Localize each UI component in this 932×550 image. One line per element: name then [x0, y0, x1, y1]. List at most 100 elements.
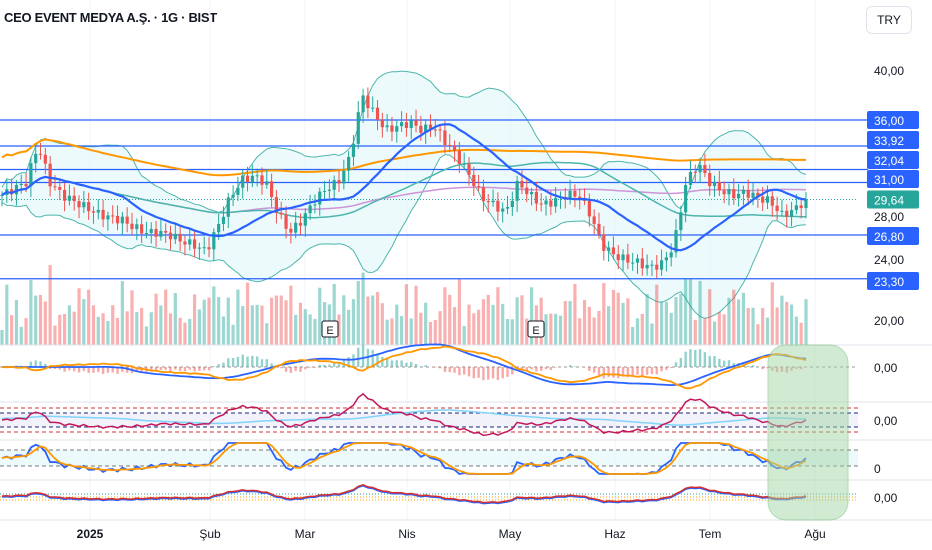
candle-body [303, 213, 307, 226]
candle-body [385, 125, 389, 128]
macd-histogram-bar [549, 367, 553, 371]
volume-bar [385, 319, 389, 345]
macd-histogram-bar [313, 367, 317, 368]
macd-histogram-bar [462, 367, 466, 375]
currency-button[interactable]: TRY [866, 6, 912, 34]
candle-body [698, 164, 702, 173]
candle-body [395, 126, 399, 132]
volume-bar [221, 316, 226, 345]
macd-histogram-bar [77, 367, 81, 373]
macd-histogram-bar [63, 367, 66, 372]
candle-body [472, 174, 476, 187]
candle-body [144, 233, 149, 235]
macd-histogram-bar [487, 367, 490, 380]
macd-histogram-bar [44, 363, 47, 367]
candle-body [265, 181, 269, 185]
volume-bar [342, 295, 346, 345]
candle-body [635, 258, 640, 263]
macd-histogram-bar [448, 367, 451, 373]
macd-histogram-bar [588, 367, 591, 371]
candle-body [645, 264, 649, 269]
volume-bar [582, 299, 587, 345]
macd-histogram-bar [284, 367, 288, 372]
volume-bar [178, 317, 182, 345]
macd-histogram-bar [631, 367, 634, 377]
volume-bar [19, 326, 23, 345]
volume-bar [375, 292, 380, 345]
macd-histogram-bar [125, 367, 129, 373]
volume-bar [303, 309, 307, 345]
earnings-label: E [326, 325, 333, 337]
volume-bar [592, 317, 596, 345]
candle-body [799, 205, 803, 209]
volume-bar [48, 265, 52, 345]
macd-histogram-bar [106, 367, 110, 373]
volume-bar [457, 279, 461, 345]
macd-histogram-bar [92, 367, 95, 373]
volume-bar [96, 316, 100, 345]
candle-body [428, 124, 433, 130]
macd-histogram-bar [419, 366, 423, 367]
candle-body [347, 156, 351, 171]
macd-histogram-bar [530, 367, 533, 370]
volume-bar [679, 293, 683, 345]
macd-histogram-bar [496, 367, 500, 380]
volume-bar [399, 316, 404, 345]
chart-title: CEO EVENT MEDYA A.Ş. · 1G · BIST [4, 10, 217, 25]
last-price-label: 29,64 [874, 194, 904, 208]
volume-bar [366, 296, 370, 345]
candle-body [679, 212, 683, 231]
macd-histogram-bar [607, 367, 610, 377]
candle-body [337, 180, 341, 184]
macd-histogram-bar [665, 367, 668, 370]
candle-body [120, 216, 124, 224]
macd-histogram-bar [617, 367, 620, 379]
volume-bar [631, 326, 635, 345]
candle-body [544, 200, 548, 205]
volume-bar [501, 303, 505, 345]
candle-body [212, 232, 216, 250]
candle-body [245, 175, 250, 183]
candle-body [72, 195, 76, 202]
macd-histogram-bar [289, 367, 293, 373]
volume-bar [717, 312, 721, 345]
volume-bar [616, 292, 620, 345]
candle-body [443, 130, 447, 145]
candle-body [322, 190, 327, 192]
candle-body [96, 209, 100, 213]
candle-body [467, 163, 471, 175]
candle-body [539, 203, 543, 205]
macd-histogram-bar [347, 357, 350, 367]
macd-histogram-bar [183, 367, 187, 372]
candle-body [115, 215, 120, 224]
candle-body [804, 199, 808, 209]
volume-bar [279, 295, 283, 345]
volume-bar [438, 311, 442, 345]
level-price-tag [867, 151, 919, 169]
volume-bar [708, 289, 712, 345]
volume-bar [452, 307, 457, 345]
volume-bar [568, 301, 572, 345]
macd-line [2, 343, 807, 387]
volume-bar [284, 300, 288, 345]
candle-body [501, 208, 505, 212]
macd-histogram-bar [371, 349, 374, 367]
macd-histogram-bar [467, 367, 471, 377]
candle-body [19, 183, 23, 185]
candle-body [236, 187, 240, 195]
candle-body [29, 163, 33, 187]
candle-body [173, 233, 177, 240]
macd-histogram-bar [203, 367, 206, 371]
volume-bar [313, 318, 317, 345]
bollinger-lower [1, 154, 807, 319]
candle-body [125, 216, 129, 224]
macd-histogram-bar [472, 367, 476, 379]
volume-bar [765, 317, 770, 345]
candle-body [433, 129, 437, 131]
candle-body [741, 189, 746, 194]
volume-bar [351, 299, 356, 345]
time-axis-label: Mar [295, 527, 316, 541]
volume-bar [164, 289, 168, 345]
candle-body [607, 247, 611, 251]
